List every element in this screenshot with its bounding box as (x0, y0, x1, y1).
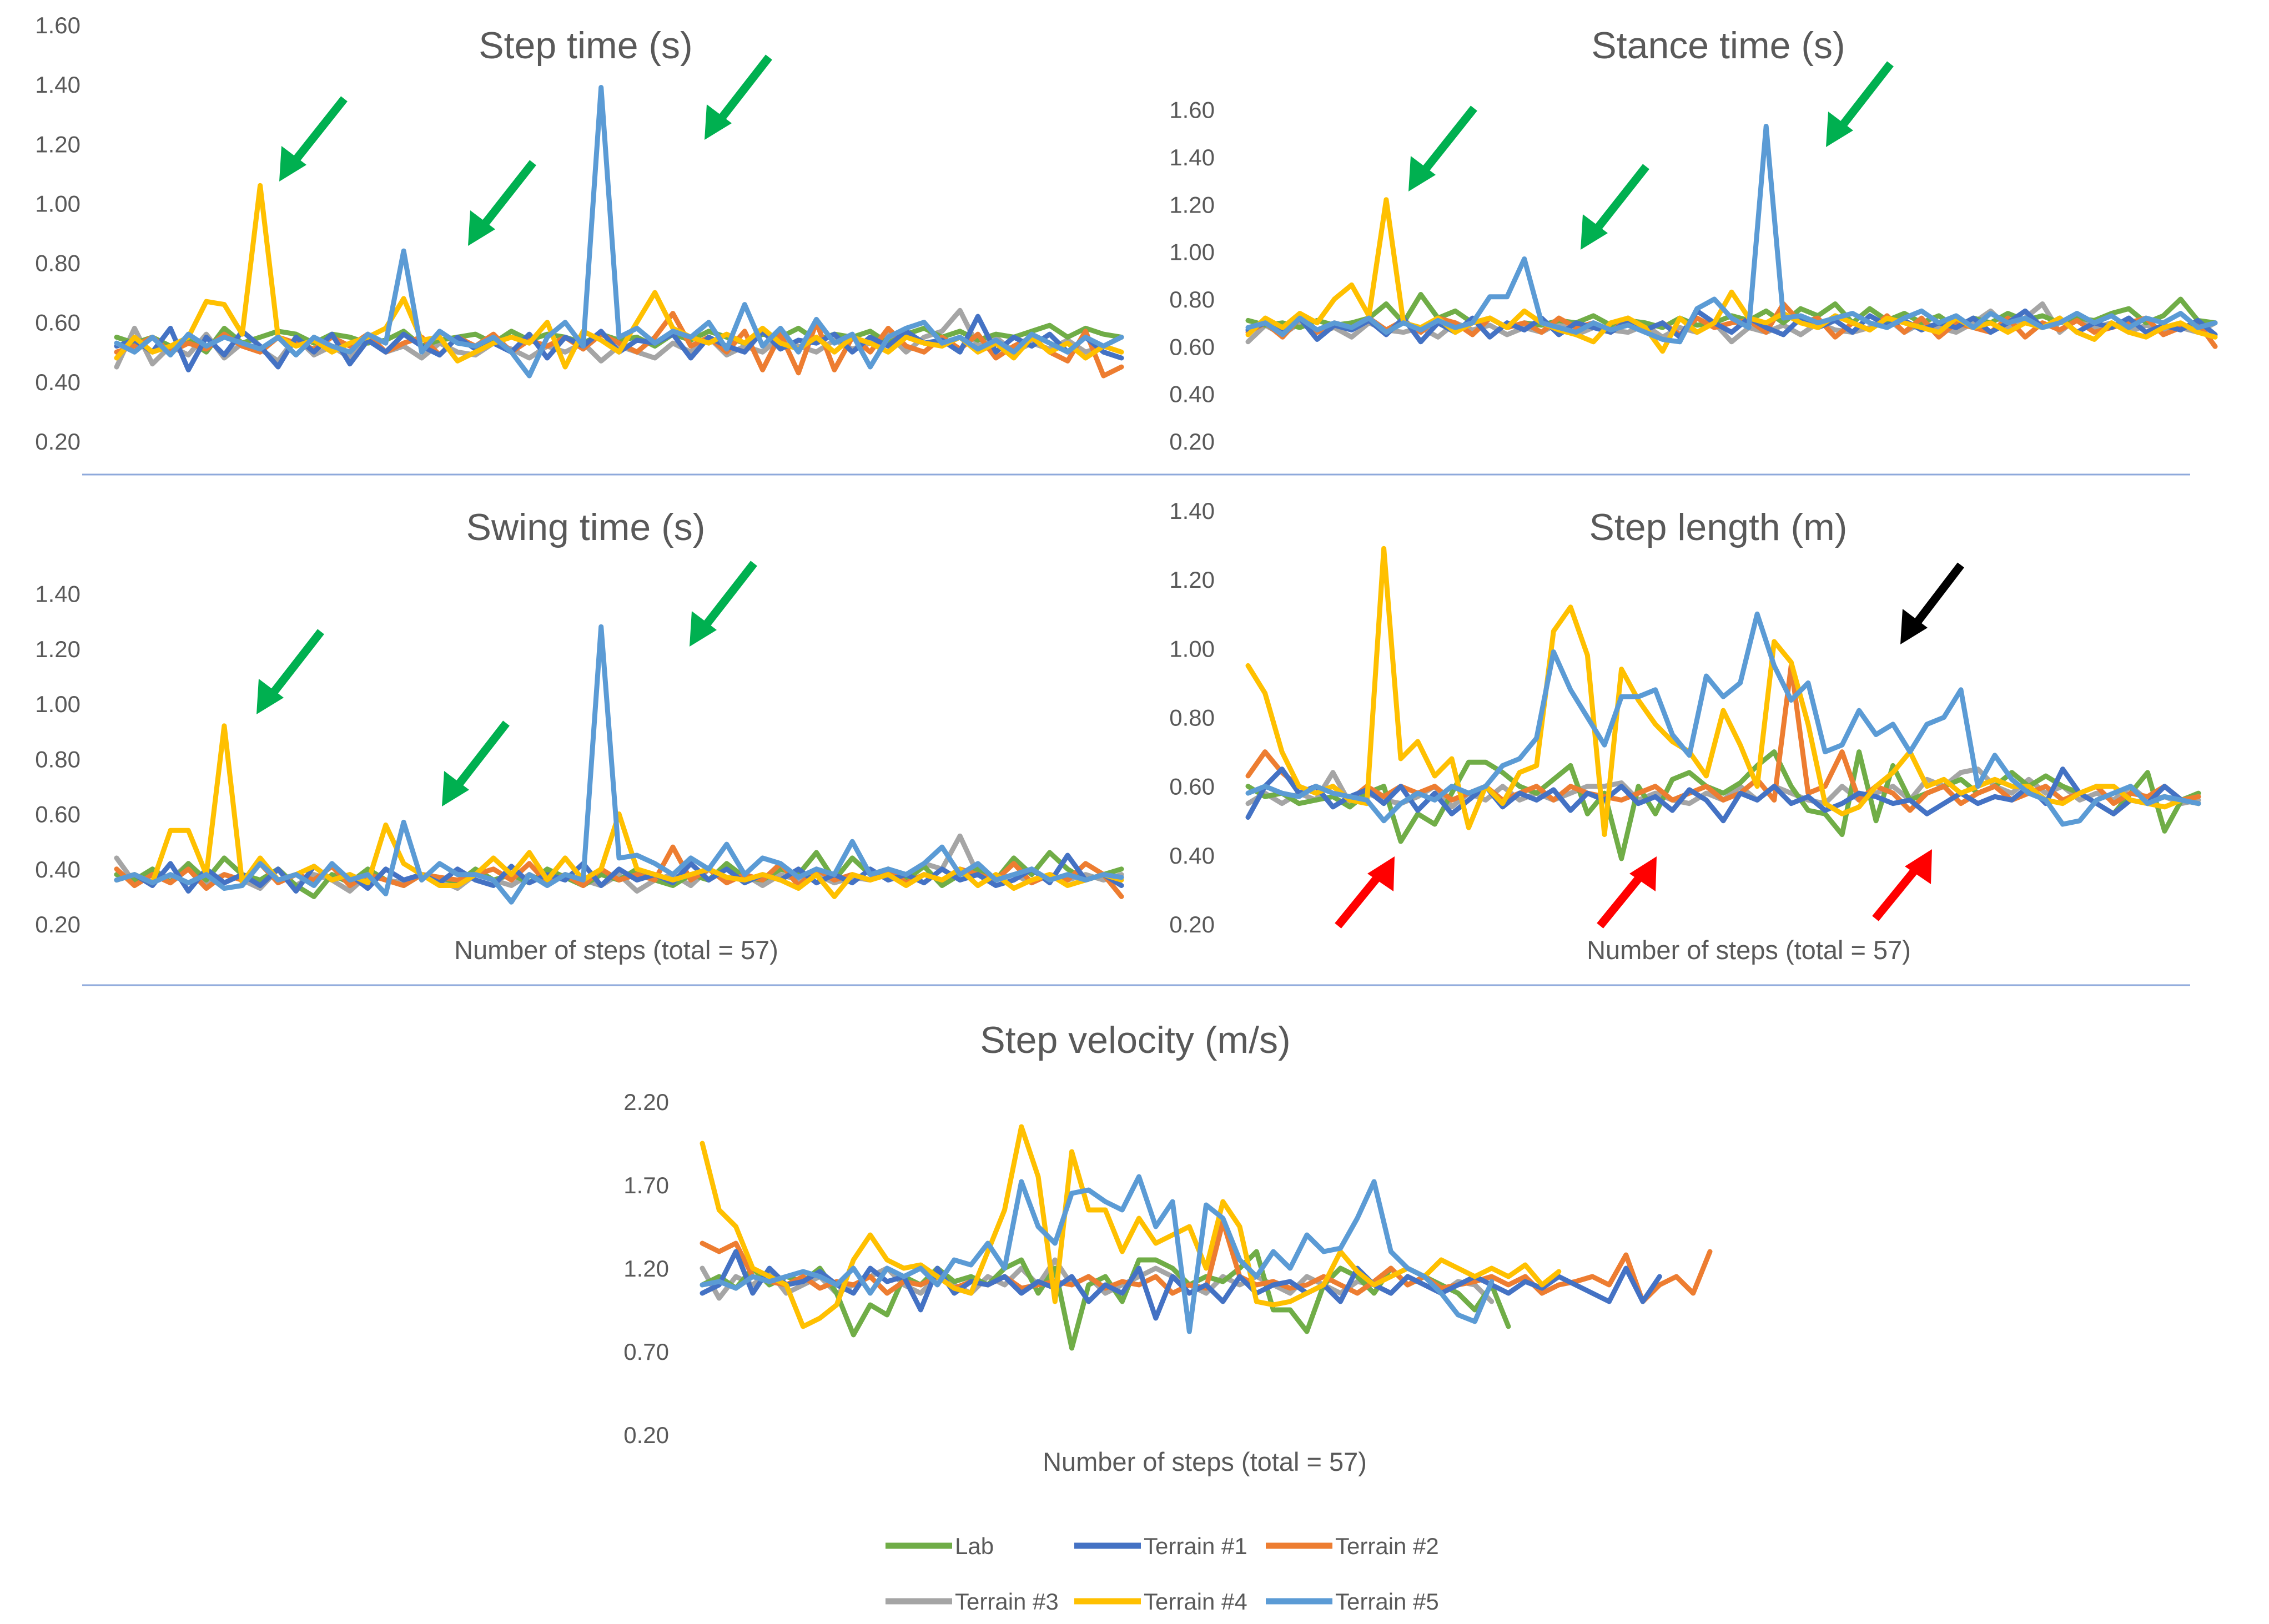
y-tick-label: 2.20 (623, 1089, 669, 1115)
annotation-arrows (279, 54, 772, 246)
series-lines (1245, 546, 2201, 861)
y-tick-label: 0.80 (1169, 705, 1215, 731)
y-tick-label: 1.00 (35, 691, 81, 717)
chart-step-velocity: Step velocity (m/s) 0.20 0.70 1.20 1.70 2.20… (623, 1019, 1713, 1476)
annotation-arrows (1335, 562, 1964, 929)
panel-separators (82, 473, 2190, 986)
chart-title: Step length (m) (1589, 506, 1848, 548)
y-tick-label: 0.80 (35, 746, 81, 772)
legend-item-terrain-4: Terrain #4 (1074, 1588, 1247, 1615)
y-tick-label: 1.40 (1169, 498, 1215, 524)
series-line-terrain-5 (114, 85, 1124, 379)
red-arrow (1335, 856, 1395, 929)
legend-item-terrain-2: Terrain #2 (1266, 1533, 1439, 1559)
chart-step-length: Step length (m) 0.20 0.40 0.60 0.80 1.00 1.20… (1169, 498, 2201, 965)
chart-stance-time: Stance time (s) 0.20 0.40 0.60 0.80 1.00 1.20… (1169, 24, 2218, 455)
y-tick-label: 0.60 (35, 310, 81, 336)
legend-label: Terrain #5 (1335, 1588, 1439, 1615)
y-tick-label: 0.60 (1169, 774, 1215, 800)
y-tick-label: 0.40 (1169, 843, 1215, 869)
y-axis-ticks: 0.20 0.40 0.60 0.80 1.00 1.20 1.40 (35, 581, 81, 937)
y-tick-label: 0.20 (1169, 911, 1215, 937)
series-line-terrain-5 (1245, 611, 2201, 827)
y-tick-label: 1.20 (35, 131, 81, 157)
green-arrow (705, 54, 772, 140)
series-lines (1245, 124, 2218, 354)
series-lines (114, 85, 1124, 379)
series-lines (114, 624, 1124, 905)
chart-step-time: Step time (s) 0.20 0.40 0.60 0.80 1.00 1.20 1.… (35, 12, 1124, 455)
x-axis-label: Number of steps (total = 57) (1587, 935, 1911, 965)
y-tick-label: 1.60 (35, 12, 81, 38)
annotation-arrows (1408, 61, 1894, 250)
y-tick-label: 1.00 (1169, 239, 1215, 265)
y-tick-label: 1.40 (35, 72, 81, 98)
y-tick-label: 0.80 (35, 250, 81, 276)
chart-title: Stance time (s) (1591, 24, 1845, 67)
y-tick-label: 0.60 (1169, 334, 1215, 360)
green-arrow (256, 629, 324, 714)
green-arrow (1581, 164, 1649, 250)
y-tick-label: 0.20 (35, 911, 81, 937)
y-tick-label: 0.40 (35, 369, 81, 395)
series-lines (700, 1124, 1713, 1351)
green-arrow (1408, 105, 1477, 191)
legend-label: Terrain #1 (1144, 1533, 1247, 1559)
series-line-lab (700, 1249, 1511, 1351)
series-line-terrain-5 (700, 1174, 1495, 1334)
red-arrow (1872, 849, 1932, 921)
y-tick-label: 1.20 (35, 636, 81, 662)
y-tick-label: 0.20 (1169, 428, 1215, 455)
legend-label: Terrain #2 (1335, 1533, 1439, 1559)
y-tick-label: 1.40 (35, 581, 81, 607)
y-tick-label: 0.70 (623, 1339, 669, 1365)
y-tick-label: 0.20 (623, 1422, 669, 1448)
y-tick-label: 1.00 (1169, 636, 1215, 662)
y-axis-ticks: 0.20 0.40 0.60 0.80 1.00 1.20 1.40 (1169, 498, 1215, 937)
y-tick-label: 0.40 (35, 856, 81, 882)
green-arrow (1826, 61, 1894, 147)
chart-swing-time: Swing time (s) 0.20 0.40 0.60 0.80 1.00 1.20 1… (35, 506, 1124, 965)
y-tick-label: 0.20 (35, 428, 81, 455)
y-axis-ticks: 0.20 0.40 0.60 0.80 1.00 1.20 1.40 1.60 (1169, 97, 1215, 455)
chart-title: Step velocity (m/s) (980, 1019, 1290, 1061)
chart-title: Step time (s) (479, 24, 692, 67)
x-axis-label: Number of steps (total = 57) (1043, 1447, 1367, 1476)
legend-label: Terrain #4 (1144, 1588, 1247, 1615)
legend: Lab Terrain #1 Terrain #2 Terrain #3 Terrain… (886, 1533, 1439, 1615)
y-axis-ticks: 0.20 0.40 0.60 0.80 1.00 1.20 1.40 1.60 (35, 12, 81, 455)
black-arrow (1900, 562, 1964, 644)
y-axis-ticks: 0.20 0.70 1.20 1.70 2.20 (623, 1089, 669, 1448)
y-tick-label: 1.20 (1169, 191, 1215, 218)
legend-label: Lab (955, 1533, 994, 1559)
y-tick-label: 1.20 (1169, 567, 1215, 593)
green-arrow (468, 160, 536, 246)
legend-label: Terrain #3 (955, 1588, 1059, 1615)
series-line-lab (1245, 749, 2201, 861)
red-arrow (1597, 856, 1657, 929)
green-arrow (279, 96, 348, 181)
series-line-terrain-2 (1245, 663, 2201, 813)
series-line-terrain-5 (114, 624, 1124, 905)
green-arrow (442, 720, 510, 806)
legend-item-terrain-1: Terrain #1 (1074, 1533, 1247, 1559)
y-tick-label: 0.40 (1169, 381, 1215, 407)
legend-item-terrain-5: Terrain #5 (1266, 1588, 1439, 1615)
chart-title: Swing time (s) (466, 506, 706, 548)
y-tick-label: 0.60 (35, 801, 81, 828)
y-tick-label: 1.40 (1169, 144, 1215, 170)
annotation-arrows (256, 561, 757, 806)
y-tick-label: 1.20 (623, 1255, 669, 1282)
legend-item-lab: Lab (886, 1533, 994, 1559)
legend-item-terrain-3: Terrain #3 (886, 1588, 1059, 1615)
series-line-terrain-5 (1245, 124, 2218, 345)
y-tick-label: 1.60 (1169, 97, 1215, 123)
y-tick-label: 0.80 (1169, 286, 1215, 312)
green-arrow (690, 561, 757, 647)
y-tick-label: 1.70 (623, 1172, 669, 1198)
x-axis-label: Number of steps (total = 57) (454, 935, 778, 965)
y-tick-label: 1.00 (35, 190, 81, 216)
series-line-lab (114, 322, 1124, 355)
